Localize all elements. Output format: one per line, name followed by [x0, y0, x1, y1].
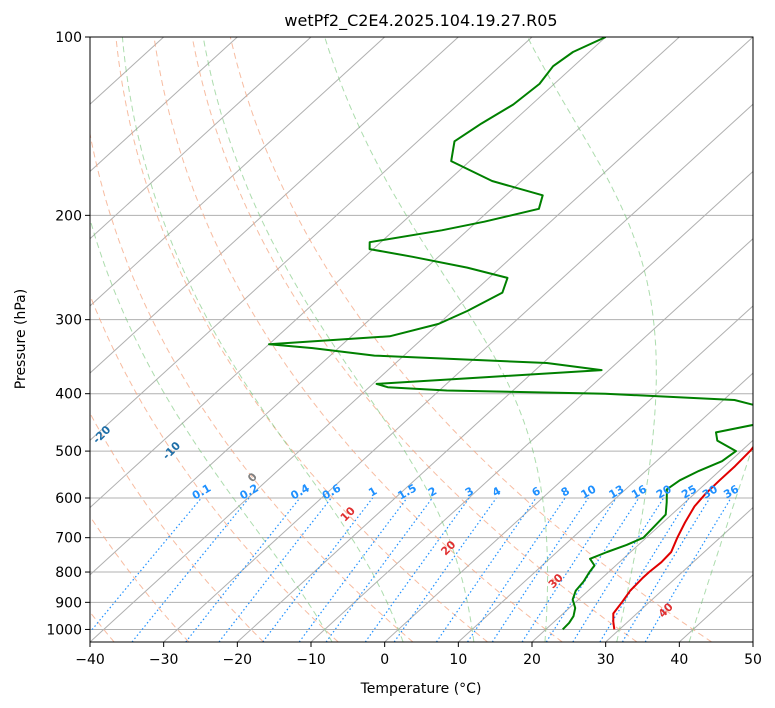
isotherm-line — [457, 372, 753, 642]
dry-adiabat-line — [153, 37, 563, 642]
dry-adiabat-line — [191, 37, 638, 642]
y-tick-label: 900 — [55, 595, 82, 611]
temperature-profile-line — [612, 445, 753, 630]
mixing-ratio-line — [131, 497, 250, 642]
mixing-ratio-line — [90, 497, 202, 633]
isotherm-line — [90, 37, 533, 442]
y-axis-ticks: 100 200 300 400 500 600 700 800 900 1000 — [46, 30, 90, 638]
x-tick-label: −20 — [223, 652, 253, 668]
dry-adiabat-line — [90, 412, 264, 642]
x-tick-label: 40 — [670, 652, 688, 668]
mixing-ratio-line — [298, 497, 408, 642]
isotherm-line — [90, 37, 607, 509]
mixing-ratio-line — [325, 497, 433, 642]
y-tick-label: 500 — [55, 444, 82, 460]
y-tick-label: 200 — [55, 208, 82, 224]
isotherm-line — [90, 37, 459, 374]
mixing-ratio-line — [364, 497, 470, 642]
isotherm-line — [90, 37, 386, 307]
y-tick-label: 100 — [55, 30, 82, 46]
y-axis-label: Pressure (hPa) — [13, 289, 29, 389]
dewpoint-profile-line — [268, 37, 753, 631]
isotherm-line — [236, 170, 753, 642]
isotherm-line — [384, 305, 753, 642]
isotherm-line — [90, 37, 238, 173]
moist-adiabat-line — [688, 444, 753, 642]
moist-adiabat-line — [90, 217, 333, 642]
moist-adiabat-line — [202, 37, 475, 642]
x-tick-label: 20 — [523, 652, 541, 668]
plot-frame — [89, 36, 754, 643]
moist-adiabat-line — [324, 37, 549, 642]
y-tick-label: 300 — [55, 313, 82, 329]
isotherm-line — [605, 506, 753, 642]
isotherm-line — [90, 37, 753, 642]
x-tick-label: −40 — [75, 652, 105, 668]
mixing-ratio-line — [644, 497, 732, 642]
mixing-ratio-line — [218, 497, 332, 642]
y-tick-label: 600 — [55, 491, 82, 507]
skewed-isotherms — [90, 37, 753, 642]
isotherm-line — [310, 237, 753, 642]
mixing-ratio-line — [572, 497, 665, 642]
x-axis-label: Temperature (°C) — [360, 681, 482, 697]
isotherm-line — [163, 103, 753, 642]
x-tick-label: 0 — [380, 652, 389, 668]
y-tick-label: 700 — [55, 531, 82, 547]
mixing-ratio-line — [185, 497, 301, 642]
x-tick-label: −30 — [149, 652, 179, 668]
x-tick-label: 10 — [449, 652, 467, 668]
isotherm-line — [90, 37, 312, 240]
mixing-ratio-line — [467, 497, 566, 642]
mixing-ratio-lines — [90, 497, 732, 642]
isotherm-line — [531, 439, 753, 642]
dry-adiabat-line — [90, 515, 190, 642]
y-tick-label: 400 — [55, 387, 82, 403]
dry-adiabat-line — [90, 131, 414, 642]
x-tick-label: 50 — [744, 652, 762, 668]
dry-adiabat-line — [115, 37, 488, 642]
moist-adiabat-line — [121, 37, 404, 642]
y-tick-label: 1000 — [46, 622, 82, 638]
x-tick-label: −10 — [296, 652, 326, 668]
mixing-ratio-line — [491, 497, 589, 642]
x-axis-ticks: −40 −30 −20 −10 0 10 20 30 40 50 — [75, 642, 762, 668]
mixing-ratio-line — [599, 497, 690, 642]
profile-series — [268, 37, 753, 631]
dry-adiabat-line — [229, 37, 712, 642]
mixing-ratio-line — [621, 497, 711, 642]
y-tick-label: 800 — [55, 565, 82, 581]
x-tick-label: 30 — [597, 652, 615, 668]
chart-title: wetPf2_C2E4.2025.104.19.27.R05 — [284, 11, 557, 31]
